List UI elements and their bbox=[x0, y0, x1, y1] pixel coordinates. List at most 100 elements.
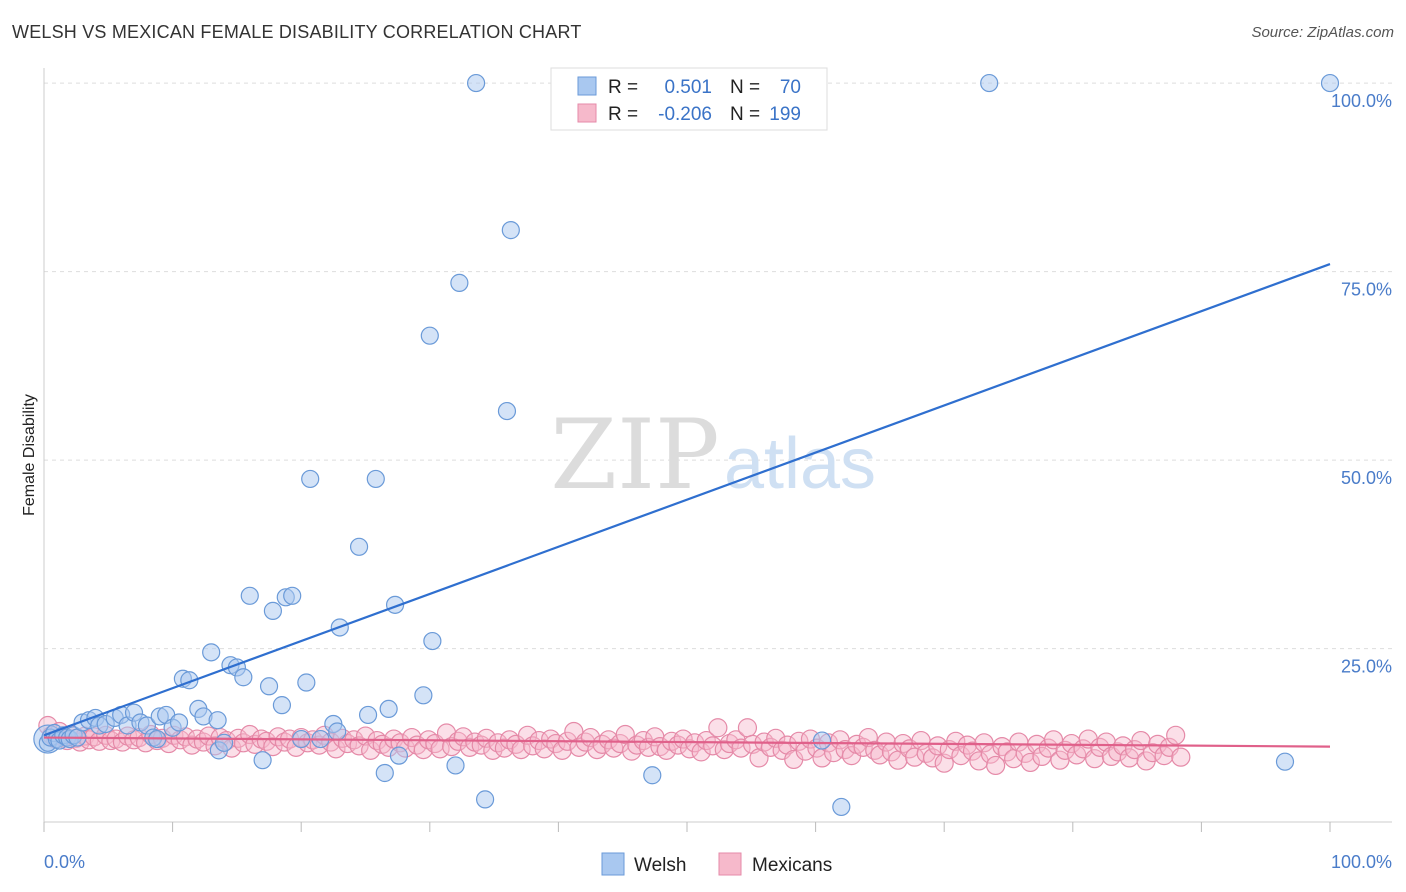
welsh-point bbox=[366, 469, 385, 489]
mexicans-point bbox=[951, 746, 971, 766]
mexicans-point bbox=[182, 735, 202, 755]
mexicans-point bbox=[668, 735, 688, 755]
y-tick-label: 50.0% bbox=[1341, 468, 1392, 488]
welsh-point bbox=[832, 797, 851, 817]
axes bbox=[43, 68, 1392, 823]
welsh-point bbox=[169, 713, 189, 732]
y-tick-label: 75.0% bbox=[1341, 280, 1392, 300]
welsh-point bbox=[414, 686, 433, 705]
mexicans-point bbox=[777, 735, 797, 755]
welsh-point bbox=[379, 699, 398, 719]
legend-welsh-n-value: 70 bbox=[780, 77, 801, 98]
x-tick-label-min: 0.0% bbox=[44, 852, 85, 872]
welsh-point bbox=[214, 733, 234, 752]
series-legend: Welsh Mexicans bbox=[601, 852, 832, 876]
welsh-point bbox=[423, 631, 442, 651]
correlation-legend: R = 0.501 N = 70 R = -0.206 N = 199 bbox=[550, 67, 828, 131]
welsh-point bbox=[1275, 752, 1295, 771]
welsh-point bbox=[358, 705, 378, 725]
y-axis-label: Female Disability bbox=[21, 394, 38, 516]
welsh-point bbox=[259, 677, 279, 696]
welsh-point bbox=[208, 711, 227, 730]
mexicans-point bbox=[1020, 752, 1040, 773]
legend-box bbox=[550, 67, 828, 131]
welsh-point bbox=[450, 273, 469, 292]
mexicans-point bbox=[1171, 747, 1191, 767]
welsh-point bbox=[475, 790, 495, 809]
mexicans-point bbox=[1166, 725, 1186, 745]
welsh-point bbox=[263, 601, 283, 620]
watermark-zip: ZIP bbox=[550, 399, 719, 511]
welsh-point bbox=[1320, 73, 1340, 93]
welsh-points bbox=[33, 73, 1340, 817]
x-ticks bbox=[43, 822, 1331, 832]
welsh-point bbox=[420, 326, 439, 345]
legend-welsh-n-label: N = bbox=[730, 77, 760, 98]
mexicans-point bbox=[789, 731, 809, 751]
legend-mexicans-r-value: -0.206 bbox=[658, 104, 712, 125]
bottom-legend-welsh-swatch bbox=[601, 852, 625, 876]
x-tick-label-max: 100.0% bbox=[1331, 852, 1392, 872]
mexicans-point bbox=[610, 733, 630, 754]
mexicans-point bbox=[696, 730, 716, 751]
legend-welsh-r-value: 0.501 bbox=[664, 77, 712, 98]
legend-mexicans-n-label: N = bbox=[730, 104, 760, 125]
mexicans-point bbox=[731, 738, 751, 758]
chart-title: WELSH VS MEXICAN FEMALE DISABILITY CORRE… bbox=[12, 22, 582, 42]
mexicans-point bbox=[517, 725, 538, 745]
welsh-point bbox=[446, 756, 465, 775]
welsh-point bbox=[497, 401, 517, 421]
mexicans-point bbox=[679, 739, 700, 759]
mexicans-point bbox=[946, 731, 966, 751]
welsh-trend-line bbox=[43, 263, 1331, 737]
mexicans-point bbox=[1085, 749, 1105, 769]
mexicans-point bbox=[349, 736, 369, 756]
welsh-point bbox=[240, 586, 259, 605]
bottom-legend-welsh-label: Welsh bbox=[634, 855, 686, 876]
welsh-point bbox=[375, 763, 394, 783]
welsh-point bbox=[501, 221, 520, 240]
mexicans-trend-line bbox=[43, 736, 1331, 748]
welsh-point bbox=[349, 537, 369, 556]
mexicans-point bbox=[974, 733, 994, 753]
legend-mexicans-r-label: R = bbox=[608, 104, 638, 125]
mexicans-point bbox=[268, 727, 288, 747]
trend-lines bbox=[43, 263, 1331, 748]
bottom-legend-mexicans-label: Mexicans bbox=[752, 855, 832, 876]
y-tick-label: 25.0% bbox=[1341, 657, 1392, 677]
welsh-point bbox=[283, 586, 302, 605]
legend-welsh-r-label: R = bbox=[608, 77, 638, 98]
welsh-point bbox=[253, 751, 272, 770]
mexicans-point bbox=[928, 736, 948, 756]
legend-mexicans-swatch bbox=[577, 103, 597, 123]
welsh-point bbox=[234, 668, 253, 687]
welsh-point bbox=[812, 731, 832, 750]
welsh-point bbox=[389, 746, 409, 765]
welsh-point bbox=[980, 73, 999, 93]
mexicans-point bbox=[1108, 742, 1128, 762]
mexicans-point bbox=[737, 718, 758, 738]
welsh-point bbox=[643, 766, 662, 785]
welsh-point bbox=[301, 469, 320, 489]
mexicans-point bbox=[460, 737, 480, 757]
y-tick-labels: 25.0% 50.0% 75.0% 100.0% bbox=[1331, 91, 1392, 677]
mexicans-point bbox=[708, 718, 728, 738]
mexicans-point bbox=[986, 755, 1006, 776]
welsh-point bbox=[328, 722, 347, 741]
chart-source: Source: ZipAtlas.com bbox=[1251, 24, 1394, 41]
mexicans-point bbox=[876, 732, 896, 752]
grid-lines bbox=[44, 82, 1392, 650]
mexicans-point bbox=[263, 736, 283, 757]
y-tick-label: 100.0% bbox=[1331, 91, 1392, 111]
legend-welsh-swatch bbox=[577, 76, 597, 96]
mexicans-point bbox=[923, 748, 943, 768]
welsh-point bbox=[202, 643, 221, 662]
bottom-legend-mexicans-swatch bbox=[718, 852, 742, 876]
watermark-atlas: atlas bbox=[724, 424, 876, 504]
mexicans-point bbox=[673, 729, 693, 749]
welsh-point bbox=[466, 73, 486, 93]
welsh-point bbox=[272, 696, 292, 715]
mexicans-point bbox=[476, 728, 496, 748]
welsh-point bbox=[297, 673, 316, 692]
